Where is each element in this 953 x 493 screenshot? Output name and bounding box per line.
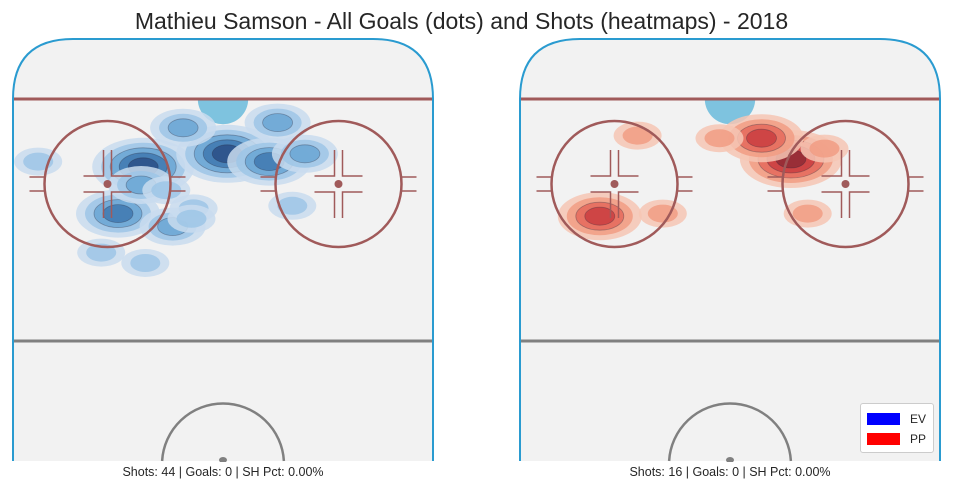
l-mark (821, 191, 843, 218)
l-mark (590, 150, 612, 177)
l-mark (821, 150, 843, 177)
legend-label-ev: EV (910, 412, 927, 426)
l-mark (83, 191, 105, 218)
heatmap-contour (704, 129, 735, 148)
heatmap-contour (809, 139, 840, 158)
faceoff-ring (550, 119, 679, 249)
legend-label-pp: PP (910, 432, 927, 446)
l-mark (314, 191, 336, 218)
faceoff-ring (781, 119, 910, 249)
faceoff-circle (29, 119, 186, 249)
faceoff-ring (274, 119, 403, 249)
heatmap-contour (746, 128, 777, 148)
heatmap-contour (792, 204, 823, 223)
legend: EV PP (860, 403, 935, 453)
heatmap-contour (151, 181, 182, 200)
heatmap-contour (167, 118, 199, 138)
neutral-circle (667, 402, 793, 462)
legend-swatch-ev (867, 413, 900, 425)
heatmap-contour (130, 254, 161, 272)
center-dot (219, 457, 227, 462)
heatmap-contour (289, 144, 321, 164)
heatmap-contour (23, 152, 54, 171)
faceoff-circle (536, 119, 693, 249)
legend-swatch-pp (867, 433, 900, 445)
l-mark (314, 150, 336, 177)
l-mark (341, 150, 363, 177)
l-mark (341, 191, 363, 218)
faceoff-circle (260, 119, 417, 249)
faceoff-dot (841, 180, 850, 188)
legend-item-pp: PP (867, 429, 926, 449)
neutral-circle (160, 402, 286, 462)
heatmap-layer (14, 103, 338, 277)
heatmap-contour (277, 196, 308, 215)
panel-caption-ev: Shots: 44 | Goals: 0 | SH Pct: 0.00% (122, 465, 324, 479)
heatmap-contour (622, 126, 653, 145)
heatmap-contour (262, 113, 294, 132)
panel-caption-pp: Shots: 16 | Goals: 0 | SH Pct: 0.00% (629, 465, 831, 479)
heatmap-contour (176, 209, 207, 228)
l-mark (848, 150, 870, 177)
heatmap-contour (102, 204, 134, 224)
l-mark (848, 191, 870, 218)
faceoff-ring (43, 119, 172, 249)
heatmap-contour (584, 206, 616, 226)
heatmap-layer (557, 114, 849, 241)
rink-boards (519, 38, 941, 461)
faceoff-dot (103, 180, 112, 188)
faceoff-dot (610, 180, 619, 188)
l-mark (617, 191, 639, 218)
legend-item-ev: EV (867, 409, 926, 429)
l-mark (110, 150, 132, 177)
heatmap-contour (647, 204, 678, 223)
faceoff-circle (767, 119, 924, 249)
rink-panel-pp (519, 38, 941, 462)
rink-panel-ev (12, 38, 434, 462)
center-dot (726, 457, 734, 462)
l-mark (590, 191, 612, 218)
faceoff-dot (334, 180, 343, 188)
rink-boards (12, 38, 434, 461)
l-mark (617, 150, 639, 177)
chart-title: Mathieu Samson - All Goals (dots) and Sh… (134, 8, 789, 34)
l-mark (83, 150, 105, 177)
l-mark (110, 191, 132, 218)
